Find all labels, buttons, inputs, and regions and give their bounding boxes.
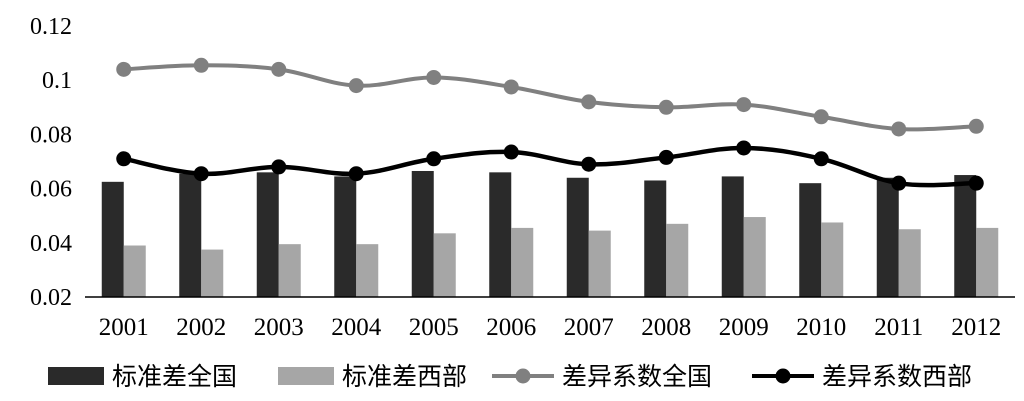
legend-swatch: [48, 367, 104, 385]
bar-western-sd: [821, 222, 844, 297]
x-tick-label: 2008: [641, 314, 691, 341]
x-tick-label: 2010: [796, 314, 846, 341]
point-national-cv: [658, 99, 674, 115]
point-national-cv: [348, 78, 364, 94]
bar-western-sd: [511, 227, 534, 297]
bar-national-sd: [411, 170, 434, 297]
legend-label: 标准差西部: [342, 363, 467, 391]
point-western-cv: [813, 151, 829, 167]
point-national-cv: [581, 94, 597, 110]
point-western-cv: [193, 166, 209, 182]
point-national-cv: [116, 61, 132, 77]
legend-label: 差异系数西部: [822, 363, 972, 391]
bar-western-sd: [433, 233, 456, 297]
legend-swatch-marker: [775, 368, 791, 384]
x-axis-ticks: 2001 2002 2003 2004 2005 2006 2007 2008 2009 2010…: [99, 314, 1002, 341]
point-national-cv: [736, 97, 752, 113]
point-western-cv: [503, 144, 519, 160]
legend-item: 差异系数全国: [492, 363, 712, 391]
bar-national-sd: [256, 172, 279, 297]
point-national-cv: [426, 69, 442, 85]
y-tick-label: 0.02: [30, 285, 72, 311]
point-western-cv: [736, 140, 752, 156]
legend-item: 标准差全国: [48, 363, 237, 391]
point-national-cv: [503, 79, 519, 95]
bar-national-sd: [644, 180, 667, 297]
x-tick-label: 2002: [176, 314, 226, 341]
bar-national-sd: [721, 176, 744, 297]
legend: 标准差全国 标准差西部 差异系数全国 差异系数西部: [48, 363, 972, 391]
point-western-cv: [658, 149, 674, 165]
legend-label: 标准差全国: [112, 363, 237, 391]
bar-national-sd: [566, 177, 589, 297]
bar-western-sd: [666, 223, 689, 297]
x-tick-label: 2004: [331, 314, 382, 341]
bar-western-sd: [898, 229, 921, 297]
x-tick-label: 2012: [951, 314, 1001, 341]
point-western-cv: [891, 175, 907, 191]
legend-item: 标准差西部: [278, 363, 467, 391]
y-tick-label: 0.06: [30, 177, 72, 203]
bar-national-sd: [876, 177, 899, 297]
y-tick-label: 0.04: [30, 231, 72, 257]
bar-western-sd: [743, 217, 766, 297]
legend-label: 差异系数全国: [562, 363, 712, 391]
line-western-cv: [123, 145, 977, 188]
bar-national-sd: [101, 181, 124, 297]
x-tick-label: 2009: [719, 314, 769, 341]
x-tick-label: 2001: [99, 314, 149, 341]
x-tick-label: 2005: [409, 314, 459, 341]
lines-layer: [116, 57, 984, 191]
x-tick-label: 2007: [564, 314, 614, 341]
y-axis-ticks: 0.02 0.04 0.06 0.08 0.1 0.12: [30, 14, 72, 311]
point-national-cv: [271, 61, 287, 77]
legend-item: 差异系数西部: [752, 363, 972, 391]
legend-swatch-marker: [515, 368, 531, 384]
bar-national-sd: [334, 176, 357, 297]
point-national-cv: [891, 121, 907, 137]
point-western-cv: [116, 151, 132, 167]
legend-swatch: [278, 367, 334, 385]
point-western-cv: [968, 175, 984, 191]
y-tick-label: 0.1: [42, 68, 72, 94]
point-national-cv: [968, 118, 984, 134]
x-tick-label: 2003: [254, 314, 304, 341]
y-tick-label: 0.12: [30, 14, 72, 40]
bar-western-sd: [123, 245, 146, 297]
bar-national-sd: [799, 183, 822, 297]
y-tick-label: 0.08: [30, 122, 72, 148]
bar-western-sd: [976, 227, 999, 297]
bar-national-sd: [954, 175, 977, 297]
line-national-cv: [123, 63, 977, 132]
bar-western-sd: [201, 249, 224, 297]
point-national-cv: [813, 109, 829, 125]
bar-western-sd: [356, 244, 379, 297]
x-tick-label: 2006: [486, 314, 536, 341]
bar-western-sd: [278, 244, 301, 297]
bar-western-sd: [588, 230, 611, 297]
point-western-cv: [348, 166, 364, 182]
bar-national-sd: [489, 172, 512, 297]
bar-national-sd: [179, 173, 202, 297]
point-national-cv: [193, 57, 209, 73]
bars-layer: [101, 170, 999, 297]
point-western-cv: [271, 159, 287, 175]
point-western-cv: [581, 156, 597, 172]
x-tick-label: 2011: [874, 314, 923, 341]
point-western-cv: [426, 151, 442, 167]
